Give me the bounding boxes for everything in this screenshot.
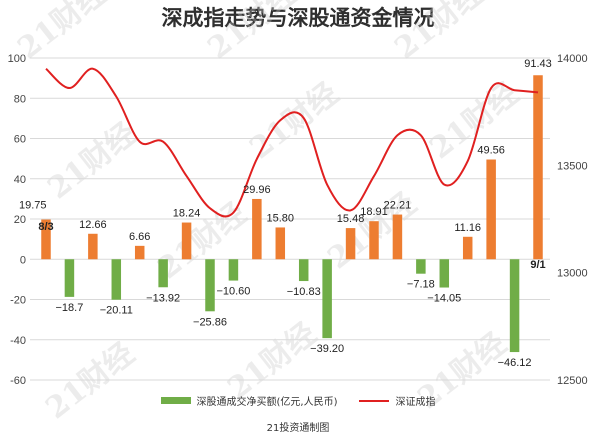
bar — [205, 259, 215, 312]
series-line-深证成指 — [45, 67, 539, 218]
right-tick-label: 14000 — [557, 53, 588, 65]
right-tick-label: 12500 — [557, 375, 588, 387]
line-series — [45, 67, 539, 218]
bar — [275, 227, 286, 260]
bar — [462, 236, 473, 260]
legend-bar-swatch — [160, 397, 191, 404]
bar-value-label: −10.83 — [287, 286, 321, 298]
bar — [392, 214, 403, 260]
left-tick-label: 40 — [14, 174, 26, 186]
bar-value-label: 18.24 — [173, 208, 201, 220]
legend-bar-label: 深股通成交净买额(亿元,人民币) — [196, 397, 338, 408]
bar-value-label: −46.12 — [498, 357, 532, 369]
bar-value-label: 12.66 — [79, 219, 107, 231]
chart-title: 深成指走势与深股通资金情况 — [161, 6, 435, 30]
bar-value-label: −13.92 — [146, 292, 180, 304]
bar-value-label: −20.11 — [100, 305, 133, 317]
bar — [228, 259, 239, 281]
right-axis: 14000 13500 13000 12500 — [557, 53, 588, 387]
bar-value-label: 15.48 — [337, 213, 365, 225]
bar-value-label: −10.60 — [216, 286, 250, 298]
watermark-text: 21财经 — [201, 0, 303, 66]
bar — [439, 259, 450, 288]
right-tick-label: 13500 — [557, 160, 588, 172]
bar — [252, 198, 262, 260]
bar-value-label: −39.20 — [310, 343, 344, 355]
bar — [416, 259, 426, 274]
left-tick-label: 60 — [14, 134, 26, 146]
bar-value-label: 15.80 — [267, 212, 295, 224]
legend-item-line: 深证成指 — [359, 393, 435, 408]
category-label-end: 9/1 — [530, 259, 545, 271]
watermark-text: 21财经 — [41, 116, 143, 206]
left-tick-label: 20 — [14, 214, 26, 226]
bar-value-label: 11.16 — [454, 222, 481, 234]
bar-value-label: 49.56 — [477, 145, 505, 157]
bar — [158, 259, 168, 288]
bar — [369, 221, 379, 260]
bar-series — [41, 75, 543, 353]
bar — [88, 233, 98, 260]
bar-value-label: 19.75 — [19, 200, 47, 212]
watermark-text: 21财经 — [423, 76, 525, 166]
bar — [345, 228, 356, 260]
bar-data-labels: 19.75 −18.7 12.66 −20.11 6.66 −13.92 18.24 −25.… — [19, 58, 552, 369]
category-labels: 8/3 9/1 — [38, 221, 545, 271]
bar-value-label: 6.66 — [129, 231, 150, 243]
left-axis: 100 80 60 40 20 0 -20 -40 -60 — [8, 53, 26, 387]
legend-line-label: 深证成指 — [395, 397, 436, 408]
category-label-start: 8/3 — [38, 221, 53, 233]
bar — [533, 75, 543, 260]
bar — [298, 259, 309, 282]
bar — [486, 159, 496, 260]
bar-value-label: 18.91 — [360, 206, 388, 218]
bar — [134, 245, 145, 260]
legend-item-bar: 深股通成交净买额(亿元,人民币) — [160, 393, 338, 408]
left-tick-label: 100 — [8, 53, 26, 65]
bar — [64, 259, 75, 297]
bar-value-label: −25.86 — [193, 316, 227, 328]
left-tick-label: -20 — [10, 295, 26, 307]
watermark-text: 21财经 — [243, 76, 345, 166]
legend: 深股通成交净买额(亿元,人民币) 深证成指 — [0, 393, 596, 408]
left-tick-label: -60 — [10, 375, 26, 387]
bar-value-label: 91.43 — [524, 58, 552, 70]
left-tick-label: -40 — [10, 335, 26, 347]
bar — [41, 219, 51, 260]
watermark-text: 21财经 — [388, 0, 490, 66]
bar-value-label: 29.96 — [243, 184, 271, 196]
left-tick-label: 80 — [14, 93, 26, 105]
bar-value-label: −18.7 — [56, 302, 84, 314]
chart-credit: 21投资通制图 — [266, 423, 330, 434]
bar-value-label: −14.05 — [427, 293, 461, 305]
bar-value-label: 22.21 — [384, 200, 412, 212]
bar-value-label: −7.18 — [407, 279, 435, 291]
bar — [509, 259, 520, 353]
bar — [322, 259, 332, 339]
watermark-text: 21财经 — [11, 0, 113, 66]
bar — [181, 222, 192, 260]
bar — [111, 259, 122, 300]
legend-line-swatch — [359, 399, 390, 402]
left-tick-label: 0 — [20, 254, 26, 266]
right-tick-label: 13000 — [557, 268, 588, 280]
watermark-text: 21财经 — [39, 336, 141, 426]
